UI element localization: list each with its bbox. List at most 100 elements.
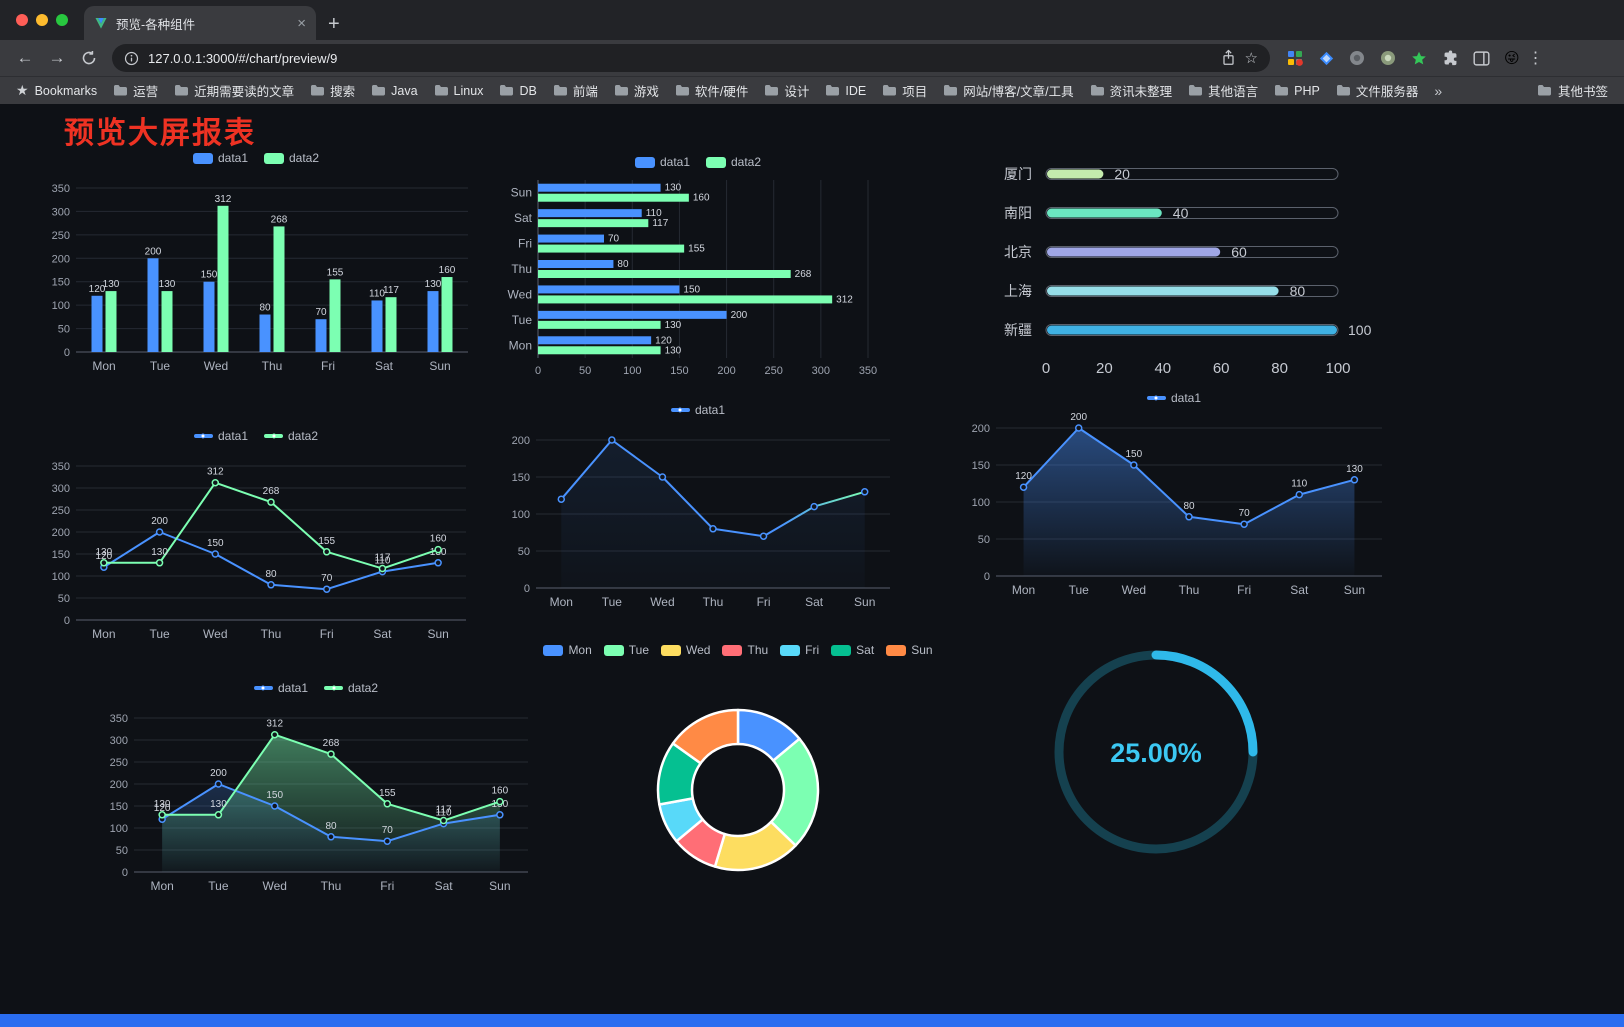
bookmark-folder[interactable]: DB (499, 84, 537, 98)
bookmark-folder[interactable]: 搜索 (310, 81, 355, 100)
svg-text:200: 200 (717, 365, 735, 377)
legend-item[interactable]: data1 (193, 429, 248, 443)
svg-text:110: 110 (436, 808, 452, 819)
legend-item[interactable]: data2 (706, 155, 761, 169)
bookmark-folder[interactable]: 其他语言 (1188, 81, 1258, 100)
site-info-icon[interactable] (124, 51, 139, 66)
share-icon[interactable] (1221, 49, 1236, 67)
donut-chart (656, 708, 820, 872)
bookmark-folder[interactable]: 运营 (113, 81, 158, 100)
svg-text:50: 50 (518, 546, 530, 558)
svg-text:120: 120 (655, 335, 672, 346)
bookmark-folder[interactable]: 资讯未整理 (1090, 81, 1172, 100)
svg-text:312: 312 (836, 294, 853, 305)
legend-item[interactable]: Thu (722, 643, 768, 657)
legend-item[interactable]: data1 (670, 403, 725, 417)
svg-text:Sat: Sat (375, 359, 394, 373)
svg-text:268: 268 (263, 486, 280, 497)
svg-text:50: 50 (58, 593, 70, 605)
reload-button[interactable] (74, 40, 104, 76)
bookmark-folder[interactable]: 近期需要读的文章 (174, 81, 294, 100)
bookmark-folder[interactable]: 文件服务器 (1336, 81, 1418, 100)
page-footer (0, 1014, 1624, 1027)
svg-text:80: 80 (1290, 283, 1306, 299)
bookmark-star-icon[interactable]: ☆ (1244, 50, 1258, 67)
svg-text:150: 150 (110, 801, 128, 813)
legend-item[interactable]: data1 (192, 151, 248, 165)
svg-text:130: 130 (665, 320, 682, 331)
svg-text:155: 155 (688, 244, 705, 255)
svg-text:350: 350 (110, 713, 128, 725)
bookmark-folder[interactable]: 网站/博客/文章/工具 (943, 81, 1074, 100)
svg-text:250: 250 (110, 757, 128, 769)
svg-text:20: 20 (1096, 360, 1113, 377)
bookmarks-overflow-chevron[interactable]: » (1434, 82, 1443, 99)
extension-green-circle-icon[interactable] (1379, 49, 1397, 67)
legend-label: Mon (568, 643, 592, 657)
svg-text:130: 130 (1346, 464, 1363, 475)
svg-text:268: 268 (323, 738, 340, 749)
svg-text:110: 110 (646, 208, 662, 219)
legend-item[interactable]: Tue (603, 643, 649, 657)
legend-item[interactable]: data1 (634, 155, 690, 169)
svg-text:Sat: Sat (805, 595, 824, 609)
new-tab-button[interactable]: + (328, 13, 340, 35)
legend-item[interactable]: Wed (661, 643, 710, 657)
extensions-puzzle-icon[interactable] (1441, 49, 1459, 67)
bookmark-folder[interactable]: 软件/硬件 (675, 81, 748, 100)
legend-marker-icon (886, 644, 907, 656)
bookmarks-star-icon: ★ (16, 82, 29, 98)
bookmark-folder[interactable]: 设计 (764, 81, 809, 100)
svg-text:70: 70 (315, 307, 327, 318)
legend-item[interactable]: data2 (264, 429, 318, 443)
browser-chrome: 预览-各种组件 × + ← → 127.0.0.1:3000/#/chart/p… (0, 0, 1624, 104)
svg-text:Sat: Sat (1290, 583, 1309, 597)
close-window-button[interactable] (16, 14, 28, 26)
chart-legend: data1 data2 (193, 426, 318, 446)
legend-item[interactable]: Mon (543, 643, 592, 657)
extension-green-star-icon[interactable] (1410, 49, 1428, 67)
legend-label: data1 (277, 681, 308, 695)
legend-item[interactable]: data1 (1146, 391, 1201, 405)
menu-kebab-icon[interactable]: ⋮ (1527, 50, 1544, 67)
legend-item[interactable]: data2 (264, 151, 319, 165)
bookmark-folder[interactable]: Linux (434, 84, 483, 98)
svg-text:50: 50 (116, 845, 128, 857)
svg-text:150: 150 (670, 365, 688, 377)
folder-icon (1537, 85, 1551, 96)
minimize-window-button[interactable] (36, 14, 48, 26)
legend-marker-icon (1146, 395, 1166, 401)
legend-item[interactable]: data1 (253, 681, 308, 695)
address-bar[interactable]: 127.0.0.1:3000/#/chart/preview/9 ☆ (112, 44, 1270, 72)
bookmark-folder[interactable]: Java (371, 84, 418, 98)
legend-item[interactable]: data2 (324, 681, 378, 695)
legend-marker-icon (603, 644, 624, 656)
legend-item[interactable]: Fri (780, 643, 819, 657)
legend-item[interactable]: Sun (886, 643, 933, 657)
svg-text:60: 60 (1213, 360, 1230, 377)
bookmarks-root[interactable]: ★ Bookmarks (16, 82, 97, 99)
extension-blue-kite-icon[interactable] (1317, 49, 1335, 67)
profile-avatar[interactable]: 😜 (1504, 50, 1520, 67)
forward-button[interactable]: → (48, 48, 66, 67)
extension-grid-icon[interactable] (1286, 49, 1304, 67)
bookmark-folder[interactable]: 前端 (553, 81, 598, 100)
svg-text:200: 200 (972, 423, 990, 435)
tab-close-icon[interactable]: × (297, 14, 306, 32)
legend-item[interactable]: Sat (831, 643, 874, 657)
zoom-window-button[interactable] (56, 14, 68, 26)
bookmark-folder[interactable]: 项目 (882, 81, 927, 100)
svg-text:Sat: Sat (514, 211, 533, 225)
sidebar-toggle-icon[interactable] (1472, 49, 1490, 67)
extension-gray-circle-icon[interactable] (1348, 49, 1366, 67)
svg-text:350: 350 (859, 365, 877, 377)
browser-tab[interactable]: 预览-各种组件 × (84, 6, 316, 40)
page-title: 预览大屏报表 (64, 117, 256, 150)
other-bookmarks[interactable]: 其他书签 (1537, 81, 1608, 100)
bookmark-folder[interactable]: 游戏 (614, 81, 659, 100)
bookmark-folder[interactable]: PHP (1274, 84, 1320, 98)
back-button[interactable]: ← (16, 48, 34, 67)
svg-text:250: 250 (765, 365, 783, 377)
bookmark-folder[interactable]: IDE (825, 84, 866, 98)
svg-text:Fri: Fri (380, 879, 394, 893)
